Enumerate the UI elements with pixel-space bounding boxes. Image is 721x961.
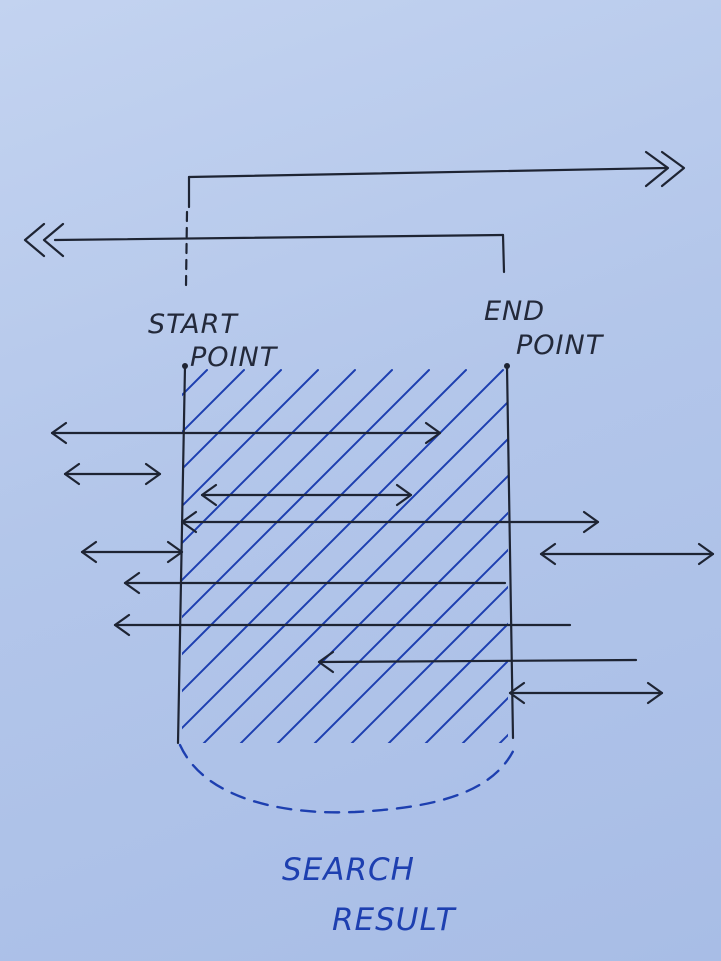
arrowhead [63,462,81,486]
interval-arrow [539,542,715,566]
search-result-bracket [178,743,518,814]
arrowhead [646,681,664,705]
interval-arrow [113,613,572,637]
interval-arrow [80,540,184,564]
search-result-label-line2: RESULT [332,902,457,938]
arrowhead [80,540,98,564]
hatch-line [0,370,170,750]
arrowhead [317,650,335,674]
interval-arrows [50,421,715,705]
hatch-line [182,400,508,730]
hatch-line [313,548,508,743]
arrowhead [697,542,715,566]
arrowhead [424,421,442,445]
hatch-line [350,585,508,743]
arrowhead [123,571,141,595]
hatch-line [276,511,508,743]
arrowhead [166,540,184,564]
arrowhead [395,483,413,507]
arrowhead [582,510,600,534]
hatch-line [424,659,508,743]
arrowhead [180,510,198,534]
interval-arrow [123,571,507,595]
hatch-line [202,437,508,743]
interval-arrow [508,681,664,705]
hatch-line [182,369,430,619]
end-point-label-line2: POINT [516,330,605,361]
interval-arrow [180,510,600,534]
arrowhead [113,613,131,637]
start-point-label-line2: POINT [190,342,279,373]
hatch-line [387,622,508,743]
arrowhead [508,681,526,705]
hatch-line [182,369,393,582]
interval-arrow [317,650,638,674]
arrowhead [200,483,218,507]
hatch-line [182,369,356,545]
start-point-label-line1: START [148,309,239,340]
forward-arrow [184,150,686,288]
backward-arrow [23,222,506,274]
interval-arrow [50,421,442,445]
end-point-boundary [504,363,515,740]
search-result-label-line1: SEARCH [282,852,415,888]
interval-arrow [63,462,162,486]
hatch-line [182,369,245,434]
hatch-line [239,474,508,743]
arrowhead [50,421,68,445]
start-point-boundary [176,363,188,745]
hatch-line [182,369,208,397]
hatch-line [182,369,467,656]
end-point-label-line1: END [484,296,545,327]
arrowhead [144,462,162,486]
hatch-line [182,369,319,508]
interval-line [317,658,638,664]
interval-arrow [200,483,413,507]
arrowhead [539,542,557,566]
